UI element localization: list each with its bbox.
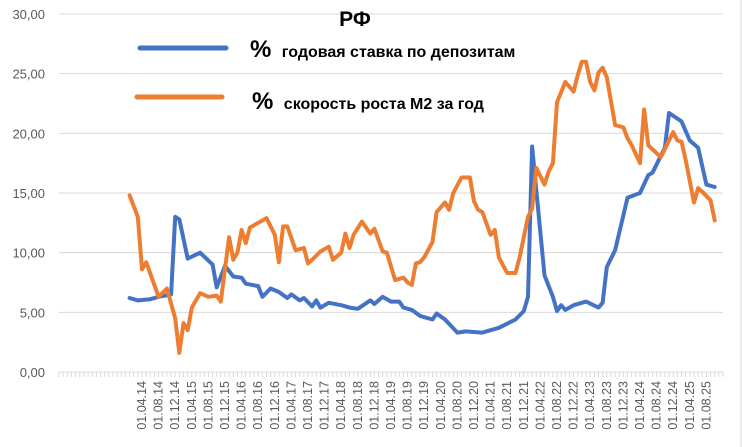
x-tick-label: 01.12.17 (318, 381, 332, 430)
x-tick-label: 01.12.24 (666, 381, 680, 430)
y-tick-label: 15,00 (12, 186, 45, 201)
y-tick-label: 20,00 (12, 126, 45, 141)
x-tick-label: 01.04.15 (185, 381, 199, 430)
x-tick-label: 01.08.14 (152, 381, 166, 430)
legend: % годовая ставка по депозитам % скорость… (134, 36, 515, 115)
x-tick-label: 01.12.14 (168, 381, 182, 430)
x-tick-label: 01.04.18 (334, 381, 348, 430)
legend-label-deposit-rate: годовая ставка по депозитам (282, 44, 516, 61)
legend-item-deposit-rate: % годовая ставка по депозитам (137, 36, 515, 63)
x-tick-label: 01.08.20 (450, 381, 464, 430)
x-tick-label: 01.08.22 (550, 381, 564, 430)
legend-prefix: % (250, 36, 271, 63)
x-tick-label: 01.12.16 (268, 381, 282, 430)
y-axis-ticks: 0,00 5,00 10,00 15,00 20,00 25,00 30,00 (12, 7, 45, 380)
x-tick-label: 01.08.15 (201, 381, 215, 430)
x-axis (58, 371, 724, 377)
x-tick-label: 01.12.22 (567, 381, 581, 430)
x-tick-label: 01.04.22 (533, 381, 547, 430)
x-tick-label: 01.12.23 (616, 381, 630, 430)
x-tick-label: 01.04.17 (284, 381, 298, 430)
x-tick-label: 01.04.19 (384, 381, 398, 430)
x-tick-label: 01.04.20 (434, 381, 448, 430)
y-tick-label: 0,00 (20, 365, 45, 380)
legend-label-m2-growth: скорость роста М2 за год (284, 96, 484, 113)
x-tick-label: 01.08.19 (401, 381, 415, 430)
x-tick-label: 01.04.23 (583, 381, 597, 430)
legend-item-m2-growth: % скорость роста М2 за год (134, 88, 484, 115)
legend-prefix: % (252, 88, 273, 115)
x-tick-label: 01.04.24 (633, 381, 647, 430)
x-tick-label: 01.08.16 (251, 381, 265, 430)
x-tick-label: 01.12.15 (218, 381, 232, 430)
series-line-m2-growth (127, 59, 717, 355)
svg-text:% годовая ставка по: % годовая ставка по депозитам (250, 36, 515, 63)
series-line-deposit-rate (127, 111, 717, 335)
gridlines (59, 13, 723, 313)
y-tick-label: 25,00 (12, 67, 45, 82)
x-tick-label: 01.08.18 (351, 381, 365, 430)
x-tick-label: 01.08.25 (699, 381, 713, 430)
x-tick-label: 01.04.14 (135, 381, 149, 430)
x-tick-label: 01.12.18 (367, 381, 381, 430)
x-tick-label: 01.12.19 (417, 381, 431, 430)
x-tick-label: 01.04.21 (484, 381, 498, 430)
x-tick-label: 01.12.21 (517, 381, 531, 430)
x-axis-labels: 01.04.14 01.08.14 01.12.14 01.04.15 01.08.15… (135, 381, 713, 430)
svg-text:% скорость роста М2: % скорость роста М2 за год (252, 88, 484, 115)
x-tick-label: 01.08.23 (600, 381, 614, 430)
x-tick-label: 01.08.17 (301, 381, 315, 430)
x-tick-label: 01.08.24 (650, 381, 664, 430)
chart-title: РФ (339, 8, 371, 31)
y-tick-label: 10,00 (12, 246, 45, 261)
x-tick-label: 01.04.16 (235, 381, 249, 430)
x-tick-label: 01.08.21 (500, 381, 514, 430)
series-lines (127, 59, 717, 355)
x-tick-label: 01.04.25 (683, 381, 697, 430)
x-tick-label: 01.12.20 (467, 381, 481, 430)
y-tick-label: 30,00 (12, 7, 45, 22)
y-tick-label: 5,00 (20, 305, 45, 320)
